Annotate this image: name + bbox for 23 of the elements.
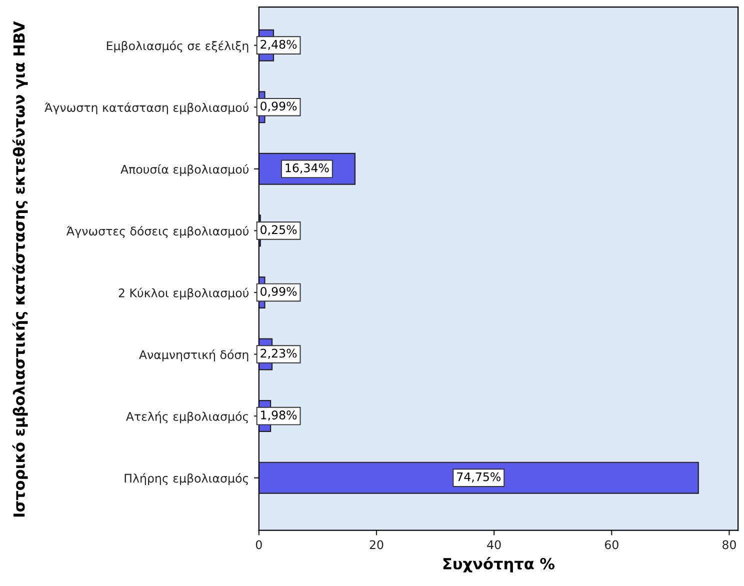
x-tick-label: 40 [487, 540, 501, 550]
x-tick-label: 0 [256, 540, 262, 550]
y-tick-label: Άγνωστη κατάσταση εμβολιασμού [44, 102, 249, 114]
data-label: 74,75% [457, 472, 500, 482]
data-label: 16,34% [286, 163, 329, 174]
y-tick-label: Ατελής εμβολιασμός [126, 411, 248, 424]
x-tick-label: 80 [722, 540, 736, 550]
x-axis-title: Συχνότητα % [443, 557, 554, 572]
y-tick-label: 2 Κύκλοι εμβολιασμού [118, 288, 248, 300]
y-tick-label: Αναμνηστική δόση [139, 350, 248, 362]
y-axis-title: Ιστορικό εμβολιαστικής κατάστασης εκτεθέντων για HBV [12, 21, 28, 517]
data-label: 0,25% [260, 225, 297, 236]
data-label: 2,23% [260, 348, 297, 359]
data-label: 1,98% [261, 410, 297, 421]
data-label: 0,99% [260, 102, 297, 112]
x-tick-label: 20 [370, 540, 384, 550]
y-tick-label: Άγνωστες δόσεις εμβολιασμού [66, 226, 249, 238]
y-tick-label: Απουσία εμβολιασμού [120, 164, 248, 176]
y-tick-label: Πλήρης εμβολιασμός [124, 473, 248, 486]
data-label: 2,48% [260, 40, 297, 50]
data-label: 0,99% [260, 286, 297, 298]
y-tick-label: Εμβολιασμός σε εξέλιξη [106, 40, 248, 53]
x-tick-label: 60 [604, 540, 618, 550]
